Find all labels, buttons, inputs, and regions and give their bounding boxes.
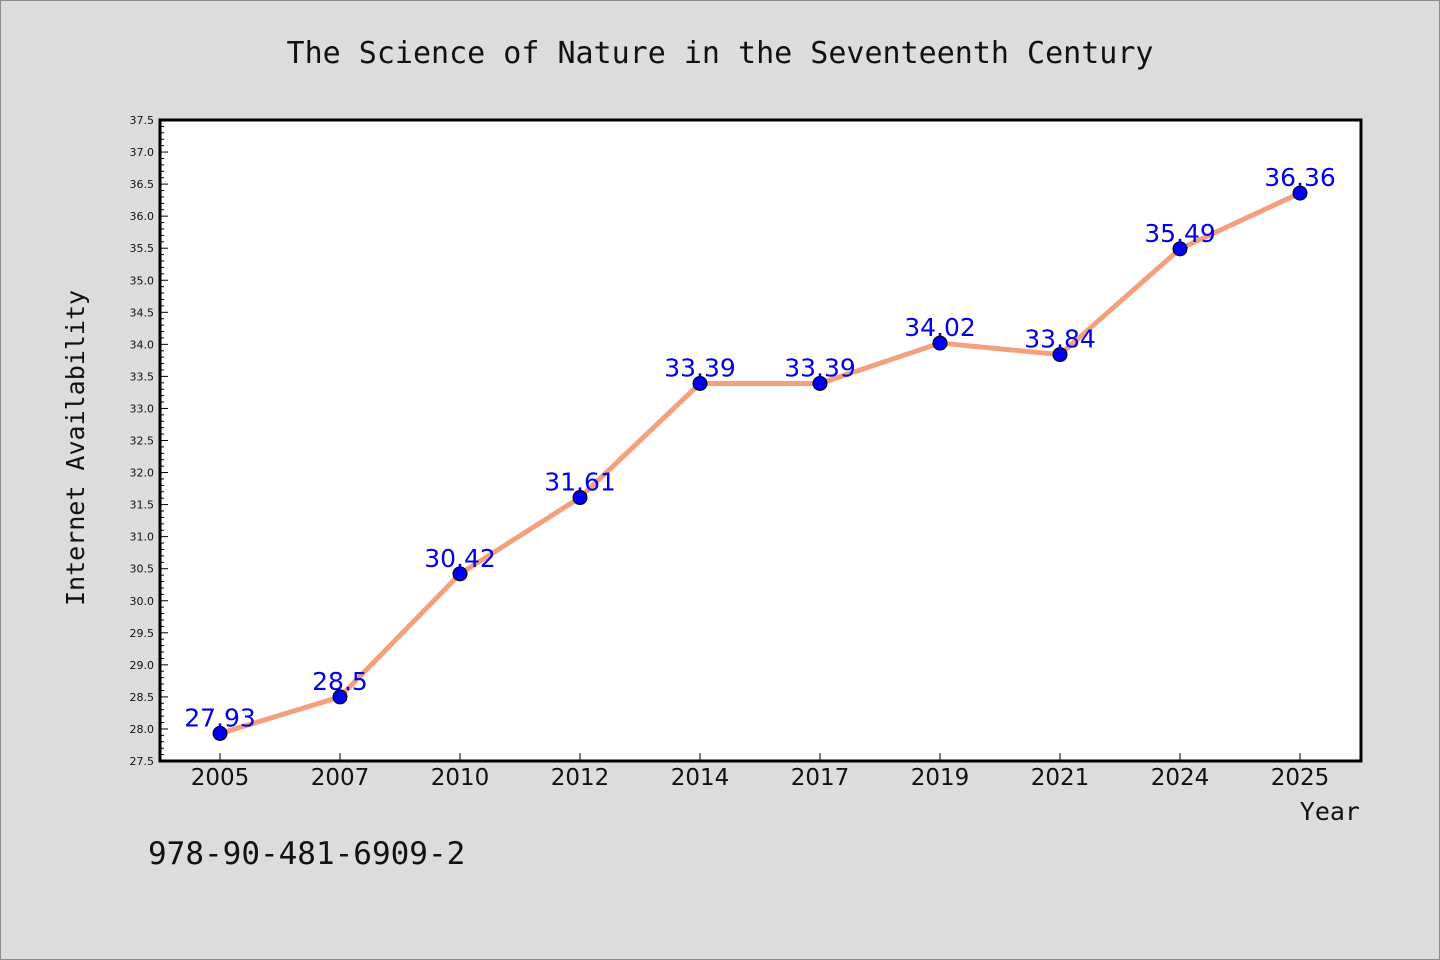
data-point xyxy=(812,375,828,391)
y-axis: 27.5 28.0 28.5 29.0 29.5 30.0 30.5 31.0 31.5 32.0… xyxy=(130,114,168,768)
y-tick-label: 33.5 xyxy=(130,370,155,383)
x-tick-label: 2021 xyxy=(1031,765,1090,791)
y-tick-label: 30.5 xyxy=(130,563,155,576)
data-labels: 27.93 28.5 30.42 31.61 33.39 33.39 34.02 33.84 3… xyxy=(184,163,1336,732)
y-tick-label: 33.0 xyxy=(130,402,155,415)
data-label: 33.39 xyxy=(664,353,736,382)
y-tick-label: 28.5 xyxy=(130,691,155,704)
data-point xyxy=(932,335,948,351)
x-tick-label: 2007 xyxy=(311,765,370,791)
data-label: 33.39 xyxy=(784,353,856,382)
data-label: 35.49 xyxy=(1144,219,1216,248)
y-tick-label: 34.0 xyxy=(130,338,155,351)
series-layer xyxy=(212,185,1308,741)
isbn-text: 978-90-481-6909-2 xyxy=(148,836,465,872)
x-tick-label: 2005 xyxy=(191,765,250,791)
y-tick-label: 35.0 xyxy=(130,274,155,287)
x-tick-label: 2024 xyxy=(1151,765,1210,791)
data-label: 36.36 xyxy=(1264,163,1336,192)
x-axis-title: Year xyxy=(1300,797,1360,826)
y-tick-label: 34.5 xyxy=(130,306,155,319)
y-tick-label: 30.0 xyxy=(130,595,155,608)
data-point xyxy=(1052,347,1068,363)
data-point xyxy=(452,566,468,582)
data-label: 33.84 xyxy=(1024,325,1096,354)
y-tick-label: 37.5 xyxy=(130,114,155,127)
plot-area xyxy=(158,118,1363,763)
y-tick-label: 32.0 xyxy=(130,467,155,480)
y-tick-label: 37.0 xyxy=(130,146,155,159)
x-axis: 2005 2007 2010 2012 2014 2017 2019 2021 2024 2025 xyxy=(191,753,1330,791)
data-label: 28.5 xyxy=(312,667,368,696)
y-tick-label: 35.5 xyxy=(130,242,155,255)
data-label: 27.93 xyxy=(184,703,256,732)
data-point xyxy=(1172,241,1188,257)
y-tick-label: 31.0 xyxy=(130,531,155,544)
x-tick-label: 2010 xyxy=(431,765,490,791)
y-tick-label: 36.0 xyxy=(130,210,155,223)
y-tick-label: 32.5 xyxy=(130,435,155,448)
x-tick-label: 2017 xyxy=(791,765,850,791)
chart-title: The Science of Nature in the Seventeenth… xyxy=(287,36,1154,71)
data-point xyxy=(1292,185,1308,201)
y-tick-label: 29.5 xyxy=(130,627,155,640)
data-point xyxy=(212,725,228,741)
data-point xyxy=(572,490,588,506)
series-line xyxy=(217,190,1303,736)
y-axis-title: Internet Availability xyxy=(61,290,90,606)
x-tick-label: 2019 xyxy=(911,765,970,791)
data-label: 34.02 xyxy=(904,313,976,342)
y-tick-label: 29.0 xyxy=(130,659,155,672)
data-point xyxy=(332,689,348,705)
x-tick-label: 2012 xyxy=(551,765,610,791)
data-label: 30.42 xyxy=(424,544,496,573)
x-tick-label: 2014 xyxy=(671,765,730,791)
y-tick-label: 36.5 xyxy=(130,178,155,191)
data-label: 31.61 xyxy=(544,468,616,497)
y-tick-label: 27.5 xyxy=(130,755,155,768)
y-tick-label: 31.5 xyxy=(130,499,155,512)
y-tick-label: 28.0 xyxy=(130,723,155,736)
data-point xyxy=(692,375,708,391)
x-tick-label: 2025 xyxy=(1271,765,1330,791)
